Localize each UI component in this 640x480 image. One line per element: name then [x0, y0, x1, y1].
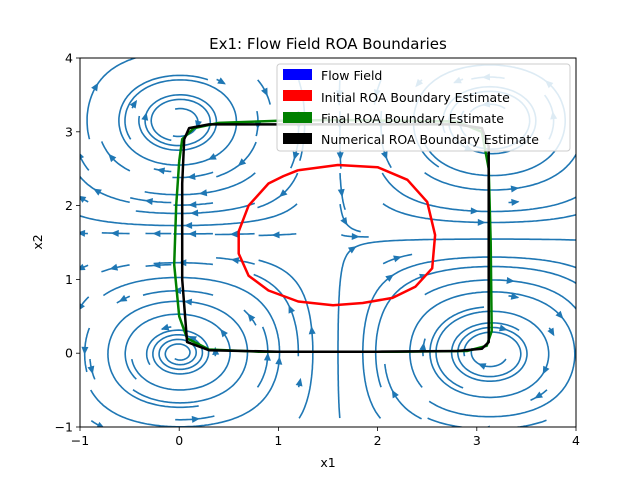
- streamline-arrow: [91, 82, 99, 92]
- streamline-arrow: [80, 229, 86, 237]
- y-tick-label: 3: [65, 124, 73, 139]
- legend-label-flow-field: Flow Field: [321, 68, 382, 83]
- streamline-arrow: [110, 229, 119, 237]
- streamline-arrow: [87, 365, 95, 375]
- streamline-arrow: [93, 188, 102, 196]
- streamline-arrow: [160, 323, 170, 331]
- streamline-arrow: [295, 377, 303, 387]
- streamline-arrow: [542, 365, 550, 375]
- streamline-arrow: [237, 158, 247, 167]
- x-axis-label: x1: [320, 455, 335, 470]
- streamline-arrow: [191, 415, 200, 423]
- streamline-arrow: [152, 230, 161, 238]
- streamline-arrow: [229, 230, 238, 238]
- streamline-arrow: [275, 356, 283, 365]
- streamline-arrow: [308, 326, 316, 335]
- streamline-arrow: [547, 327, 555, 337]
- legend-label-final: Final ROA Boundary Estimate: [321, 111, 504, 126]
- streamline-arrow: [385, 274, 394, 282]
- chart-title: Ex1: Flow Field ROA Boundaries: [209, 35, 447, 53]
- streamline-arrow: [81, 346, 89, 355]
- streamline-arrow: [220, 328, 228, 338]
- plot-frame: [79, 57, 577, 428]
- streamline-arrow: [380, 151, 388, 160]
- streamline-arrow: [351, 233, 360, 241]
- x-axis-ticks: −1 0 1 2 3 4: [71, 427, 580, 448]
- streamline-arrow: [118, 294, 128, 302]
- streamline-arrow: [188, 230, 197, 238]
- streamline-arrow: [109, 263, 119, 271]
- x-tick-label: 4: [572, 433, 580, 448]
- streamline-arrow: [534, 391, 543, 399]
- streamline-arrow: [499, 324, 508, 332]
- streamline-arrow: [555, 310, 564, 320]
- streamline-arrow: [80, 151, 85, 160]
- streamline-arrow: [393, 255, 402, 263]
- x-tick-label: 0: [175, 433, 183, 448]
- x-tick-label: −1: [71, 433, 89, 448]
- y-tick-label: −1: [55, 420, 73, 435]
- y-axis-label: x2: [30, 234, 45, 249]
- streamline-arrow: [506, 277, 515, 284]
- legend-label-initial: Initial ROA Boundary Estimate: [321, 90, 510, 105]
- streamline-arrow: [279, 189, 288, 198]
- legend-swatch-initial: [283, 90, 312, 101]
- streamline-arrow: [477, 363, 487, 370]
- series-line-initial-roa-boundary-estimate: [237, 163, 437, 307]
- streamline-arrow: [141, 112, 149, 121]
- streamline-arrow: [80, 302, 85, 312]
- streamline-arrow: [288, 304, 296, 314]
- streamline-arrow: [510, 185, 520, 193]
- legend-box: [276, 63, 571, 152]
- legend-swatch-final: [283, 112, 312, 123]
- streamline-arrow: [511, 198, 520, 206]
- streamline-arrow: [80, 263, 86, 271]
- streamline-arrow: [80, 195, 87, 203]
- y-axis-ticks: −1 0 1 2 3 4: [55, 51, 80, 435]
- streamline-arrow: [470, 207, 479, 215]
- streamline-arrow: [263, 352, 271, 361]
- streamline-arrow: [271, 231, 280, 239]
- streamline-arrow: [188, 335, 197, 343]
- streamline-arrow: [156, 167, 166, 175]
- streamline-arrow: [391, 389, 399, 399]
- y-tick-label: 4: [65, 51, 73, 66]
- legend-swatch-flow-field: [283, 69, 312, 80]
- y-tick-label: 1: [65, 272, 73, 287]
- streamline-arrow: [419, 342, 427, 351]
- x-tick-label: 1: [274, 433, 282, 448]
- streamline-arrow: [190, 209, 199, 217]
- streamline-arrow: [337, 188, 345, 198]
- legend: Flow Field Initial ROA Boundary Estimate…: [276, 63, 571, 152]
- streamline: [427, 417, 547, 427]
- streamline-arrow: [292, 151, 300, 161]
- streamline-arrow: [183, 298, 193, 306]
- series-line-final-roa-boundary-estimate: [172, 118, 493, 353]
- streamline-arrow: [208, 153, 217, 160]
- streamline-arrow: [198, 189, 208, 197]
- streamline-arrow: [261, 87, 268, 97]
- streamline-arrow: [340, 217, 348, 226]
- streamline-arrow: [336, 152, 344, 161]
- y-tick-label: 0: [65, 346, 73, 361]
- streamline-arrow: [247, 313, 256, 322]
- x-tick-label: 3: [473, 433, 481, 448]
- streamline-arrow: [129, 99, 138, 109]
- streamline-arrow: [144, 197, 154, 205]
- y-tick-label: 2: [65, 198, 73, 213]
- streamline-arrow: [108, 153, 117, 163]
- streamline-arrow: [230, 257, 240, 265]
- streamline-arrow: [187, 173, 196, 180]
- x-tick-label: 2: [374, 433, 382, 448]
- streamline-arrow: [347, 246, 357, 254]
- streamline-arrow: [188, 201, 197, 209]
- streamline-arrow: [184, 221, 193, 229]
- streamline-arrow: [477, 218, 486, 226]
- legend-swatch-numerical: [283, 133, 312, 144]
- streamline-arrow: [510, 292, 520, 300]
- legend-label-numerical: Numerical ROA Boundary Estimate: [321, 132, 539, 147]
- streamline-arrow: [217, 77, 226, 85]
